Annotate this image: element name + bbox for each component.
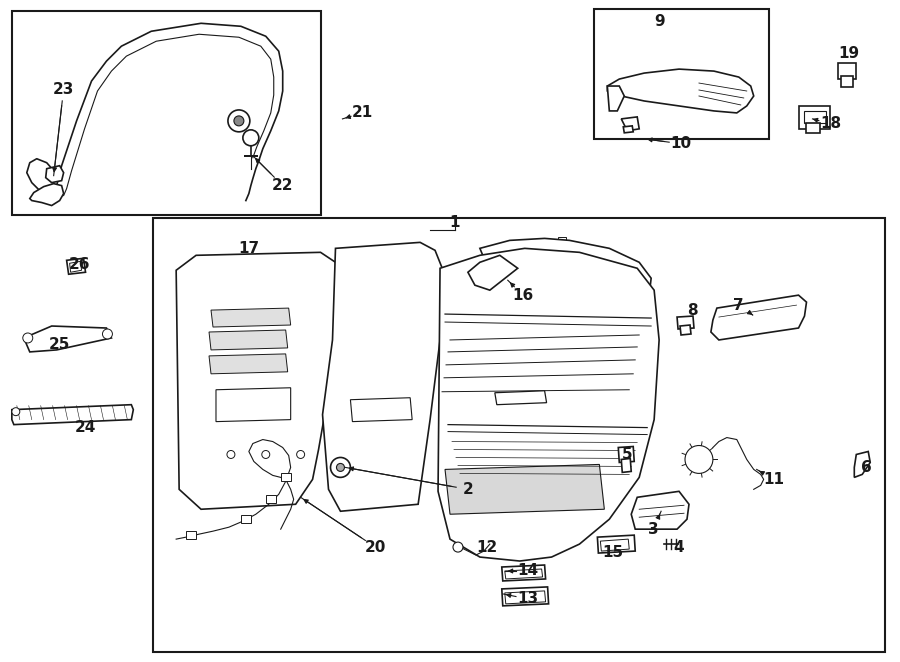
- Polygon shape: [468, 256, 518, 290]
- Polygon shape: [839, 63, 856, 79]
- Polygon shape: [804, 111, 826, 123]
- Polygon shape: [621, 459, 631, 473]
- Text: 1: 1: [450, 215, 460, 230]
- Circle shape: [262, 451, 270, 459]
- Text: 15: 15: [603, 545, 624, 559]
- Polygon shape: [438, 248, 659, 561]
- Polygon shape: [621, 117, 639, 131]
- Text: 4: 4: [674, 540, 684, 555]
- Polygon shape: [598, 535, 635, 553]
- Circle shape: [228, 110, 250, 132]
- Circle shape: [234, 116, 244, 126]
- Bar: [521, 244, 528, 254]
- Circle shape: [103, 329, 112, 339]
- Polygon shape: [854, 451, 870, 477]
- Text: 20: 20: [364, 540, 386, 555]
- Polygon shape: [502, 565, 545, 581]
- Polygon shape: [806, 123, 821, 133]
- Text: 23: 23: [53, 81, 75, 97]
- Polygon shape: [211, 308, 291, 327]
- Bar: [541, 238, 549, 248]
- Polygon shape: [680, 325, 691, 335]
- Circle shape: [227, 451, 235, 459]
- Circle shape: [685, 446, 713, 473]
- Circle shape: [243, 130, 259, 146]
- Polygon shape: [30, 183, 64, 205]
- Text: 11: 11: [763, 472, 784, 487]
- Polygon shape: [624, 126, 634, 133]
- Circle shape: [337, 463, 345, 471]
- Polygon shape: [600, 539, 629, 551]
- Polygon shape: [445, 465, 604, 514]
- Text: 25: 25: [49, 338, 70, 352]
- Text: 9: 9: [653, 14, 664, 29]
- Polygon shape: [495, 391, 546, 404]
- Polygon shape: [480, 238, 652, 318]
- Polygon shape: [798, 106, 831, 129]
- Bar: [12, 11, 320, 216]
- Text: 19: 19: [839, 46, 860, 61]
- Polygon shape: [502, 587, 549, 606]
- Polygon shape: [631, 491, 689, 529]
- Text: 22: 22: [272, 178, 293, 193]
- Circle shape: [330, 457, 350, 477]
- Text: 24: 24: [75, 420, 96, 435]
- Polygon shape: [69, 261, 82, 272]
- Circle shape: [297, 451, 304, 459]
- Polygon shape: [67, 258, 86, 274]
- Text: 13: 13: [518, 591, 538, 606]
- Text: 10: 10: [670, 136, 691, 152]
- Circle shape: [22, 333, 32, 343]
- Bar: [281, 473, 291, 481]
- Text: 26: 26: [68, 257, 90, 272]
- Text: 21: 21: [352, 105, 373, 120]
- Polygon shape: [842, 76, 853, 87]
- Circle shape: [12, 408, 20, 416]
- Polygon shape: [322, 242, 445, 511]
- Bar: [594, 9, 769, 139]
- Polygon shape: [505, 569, 543, 579]
- Bar: [557, 238, 565, 248]
- Bar: [186, 531, 196, 539]
- Polygon shape: [46, 166, 64, 183]
- Text: 18: 18: [820, 117, 841, 131]
- Text: 6: 6: [861, 460, 871, 475]
- Polygon shape: [216, 388, 291, 422]
- Polygon shape: [209, 354, 288, 374]
- Bar: [153, 218, 886, 651]
- Text: 2: 2: [463, 482, 473, 497]
- Text: 7: 7: [734, 298, 744, 312]
- Text: 16: 16: [512, 288, 534, 303]
- Polygon shape: [12, 404, 133, 424]
- Circle shape: [453, 542, 463, 552]
- Bar: [241, 515, 251, 523]
- Polygon shape: [209, 330, 288, 350]
- Polygon shape: [608, 86, 625, 111]
- Polygon shape: [350, 398, 412, 422]
- Polygon shape: [23, 326, 112, 352]
- Polygon shape: [711, 295, 806, 340]
- Bar: [266, 495, 275, 503]
- Text: 5: 5: [622, 447, 633, 462]
- Text: 8: 8: [687, 303, 698, 318]
- Polygon shape: [505, 591, 545, 604]
- Text: 17: 17: [238, 241, 259, 256]
- Polygon shape: [677, 316, 694, 329]
- Text: 3: 3: [648, 522, 659, 537]
- Polygon shape: [176, 252, 338, 509]
- Polygon shape: [618, 446, 634, 463]
- Text: 14: 14: [518, 563, 538, 579]
- Text: 12: 12: [476, 540, 498, 555]
- Polygon shape: [608, 69, 753, 113]
